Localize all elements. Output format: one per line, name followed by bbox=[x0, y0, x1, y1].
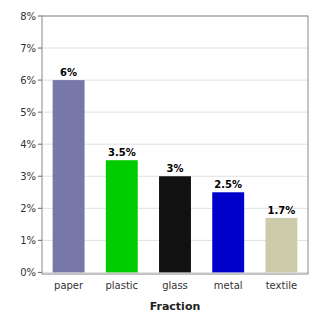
y-tick-label: 3% bbox=[20, 171, 36, 182]
y-tick-label: 1% bbox=[20, 235, 36, 246]
y-tick bbox=[38, 80, 42, 81]
grid-line bbox=[42, 48, 308, 49]
data-label: 3% bbox=[167, 163, 184, 174]
data-label: 6% bbox=[60, 67, 77, 78]
y-grid bbox=[42, 16, 308, 272]
x-tick-label: paper bbox=[54, 280, 84, 291]
bar bbox=[53, 80, 85, 272]
y-tick-label: 2% bbox=[20, 203, 36, 214]
x-ticks: paper plastic glass metal textile bbox=[54, 280, 297, 291]
data-labels: 6% 3.5% 3% 2.5% 1.7% bbox=[60, 67, 295, 216]
x-tick-label: glass bbox=[162, 280, 188, 291]
y-tick-label: 8% bbox=[20, 11, 36, 22]
y-ticks: 0% 1% 2% 3% 4% 5% 6% 7% 8% bbox=[20, 11, 42, 278]
x-tick-label: textile bbox=[266, 280, 297, 291]
bar bbox=[106, 160, 138, 272]
plot-frame bbox=[42, 16, 308, 274]
data-label: 2.5% bbox=[214, 179, 242, 190]
y-tick bbox=[38, 16, 42, 17]
x-tick-label: metal bbox=[214, 280, 243, 291]
bar bbox=[265, 218, 297, 272]
x-axis-label: Fraction bbox=[150, 300, 201, 313]
bar bbox=[212, 192, 244, 272]
y-tick bbox=[38, 272, 42, 273]
data-label: 1.7% bbox=[268, 205, 296, 216]
y-tick bbox=[38, 144, 42, 145]
y-tick-label: 0% bbox=[20, 267, 36, 278]
x-tick-label: plastic bbox=[105, 280, 138, 291]
bars bbox=[53, 80, 298, 272]
y-tick bbox=[38, 240, 42, 241]
y-tick bbox=[38, 112, 42, 113]
y-tick bbox=[38, 176, 42, 177]
y-tick-label: 4% bbox=[20, 139, 36, 150]
y-tick-label: 5% bbox=[20, 107, 36, 118]
chart-container: 0%1%2%3%4%5%6%7%8%6%3.5%3%2.5%1.7%paperp… bbox=[0, 0, 320, 320]
bar bbox=[159, 176, 191, 272]
chart-svg: 0%1%2%3%4%5%6%7%8%6%3.5%3%2.5%1.7%paperp… bbox=[0, 0, 320, 320]
y-tick bbox=[38, 48, 42, 49]
y-tick-label: 7% bbox=[20, 43, 36, 54]
y-tick-label: 6% bbox=[20, 75, 36, 86]
data-label: 3.5% bbox=[108, 147, 136, 158]
y-tick bbox=[38, 208, 42, 209]
